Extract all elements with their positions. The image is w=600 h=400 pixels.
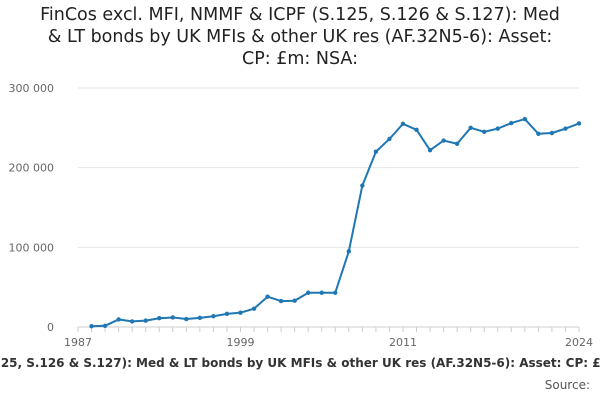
chart-title-line-3: CP: £m: NSA:: [242, 49, 358, 69]
legend: FinCos excl. MFI, NMMF & ICPF (S.125, S.…: [0, 356, 600, 370]
x-tick-label: 1987: [64, 336, 92, 349]
data-point: [373, 149, 379, 154]
data-point: [427, 147, 433, 153]
data-point: [116, 317, 121, 322]
chart-title: FinCos excl. MFI, NMMF & ICPF (S.125, S.…: [0, 4, 600, 70]
data-point: [536, 131, 541, 137]
data-point: [170, 315, 175, 320]
data-point: [387, 136, 392, 142]
data-point: [346, 249, 352, 254]
data-point: [251, 306, 257, 311]
data-point: [157, 316, 162, 321]
data-point: [400, 121, 406, 127]
chart-title-line-2: & LT bonds by UK MFIs & other UK res (AF…: [47, 27, 553, 47]
source-label: Source:: [544, 378, 590, 392]
data-point: [143, 318, 148, 323]
data-point: [441, 138, 446, 143]
data-point: [333, 290, 338, 295]
chart-title-line-1: FinCos excl. MFI, NMMF & ICPF (S.125, S.…: [40, 5, 560, 25]
legend-series-label: FinCos excl. MFI, NMMF & ICPF (S.125, S.…: [0, 356, 600, 370]
data-point: [278, 298, 284, 304]
data-point: [265, 294, 270, 299]
x-tick-label: 1999: [226, 336, 254, 349]
data-point: [211, 314, 216, 319]
data-point: [224, 311, 230, 317]
data-point: [360, 183, 365, 188]
y-tick-label: 200 000: [9, 162, 55, 175]
series-line: [91, 118, 580, 328]
data-point: [576, 121, 582, 126]
data-point: [305, 290, 311, 295]
data-point: [89, 324, 94, 329]
y-tick-label: 0: [47, 321, 54, 334]
data-point: [129, 319, 135, 324]
data-point: [495, 126, 500, 131]
y-tick-label: 300 000: [9, 82, 55, 95]
data-point: [319, 290, 324, 295]
y-tick-label: 100 000: [9, 241, 55, 254]
data-point: [482, 129, 487, 135]
x-tick-label: 2024: [565, 336, 593, 349]
data-point: [292, 298, 297, 303]
x-tick-label: 2011: [389, 336, 417, 349]
data-point: [468, 125, 473, 131]
data-point: [509, 120, 514, 126]
data-point: [238, 310, 243, 315]
data-point: [197, 315, 203, 321]
data-point: [184, 316, 189, 322]
data-point: [414, 127, 419, 133]
data-point: [454, 141, 460, 146]
data-point: [549, 130, 555, 136]
data-point: [522, 116, 528, 122]
data-point: [563, 126, 568, 131]
data-point: [102, 323, 108, 329]
